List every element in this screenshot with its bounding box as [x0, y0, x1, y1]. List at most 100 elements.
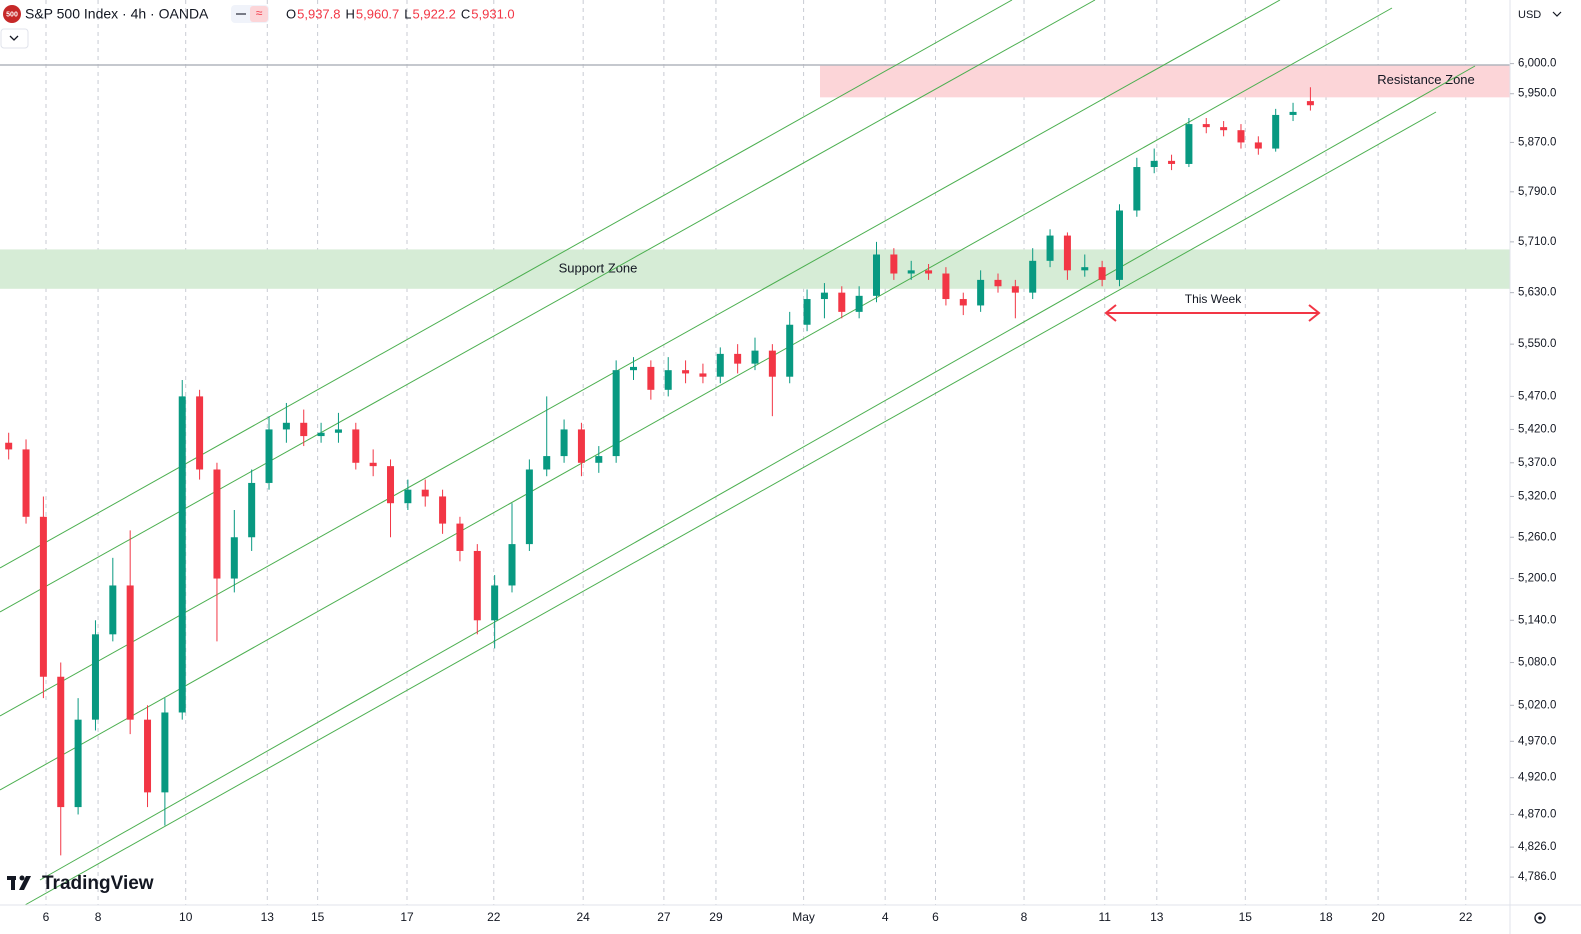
y-tick-label: 5,260.0	[1518, 531, 1556, 543]
x-tick-label: 22	[487, 910, 501, 924]
candle-body	[890, 254, 898, 274]
ohlc-key: H	[346, 6, 355, 21]
y-tick-label: 5,710.0	[1518, 236, 1556, 248]
grid	[45, 0, 1467, 905]
ohlc-value: 5,960.7	[356, 6, 399, 21]
y-tick-label: 5,200.0	[1518, 573, 1556, 585]
currency[interactable]: USD	[1518, 9, 1541, 21]
x-tick-label: 17	[400, 910, 414, 924]
candle-body	[1185, 124, 1193, 164]
ohlc-value: 5,931.0	[471, 6, 514, 21]
y-tick-label: 4,870.0	[1518, 808, 1556, 820]
candle-body	[300, 422, 308, 437]
y-tick-label: 4,826.0	[1518, 841, 1556, 853]
x-tick-label: 20	[1371, 910, 1385, 924]
candle-body	[57, 676, 65, 808]
ohlc-legend: O 5,937.8 H 5,960.7 L 5,922.2 C 5,931.0	[286, 6, 515, 21]
candle-body	[595, 456, 603, 463]
candle-body	[161, 712, 169, 793]
candle-body	[907, 270, 915, 274]
symbol-title: S&P 500 Index · 4h · OANDA	[25, 6, 209, 22]
candle-body	[543, 456, 551, 470]
candle-body	[751, 350, 759, 364]
zones: Support Zone Resistance Zone	[0, 65, 1510, 289]
icon	[1538, 916, 1542, 920]
candle-body	[196, 396, 204, 470]
candle-body	[508, 544, 516, 586]
candle-body	[421, 489, 429, 497]
settings-button[interactable]	[1534, 912, 1546, 924]
candle-body	[5, 442, 13, 450]
candle-body	[1306, 101, 1314, 106]
candle-body	[1220, 127, 1228, 131]
y-tick-label: 5,320.0	[1518, 490, 1556, 502]
candle-body	[925, 270, 933, 274]
y-tick-label: 5,630.0	[1518, 287, 1556, 299]
candle-body	[22, 449, 30, 517]
candle-body	[1029, 260, 1037, 293]
ohlc-key: L	[404, 6, 411, 21]
x-tick-label: 15	[1239, 910, 1253, 924]
candle-body	[838, 292, 846, 312]
candle-body	[630, 366, 638, 371]
candle-body	[334, 429, 342, 433]
annotation: This Week	[1185, 292, 1242, 306]
candle-body	[682, 370, 690, 374]
collapse-button[interactable]	[0, 28, 29, 49]
channel-line	[0, 7, 1393, 791]
candles	[5, 87, 1314, 856]
candle-body	[734, 353, 742, 364]
y-tick-label: 5,470.0	[1518, 390, 1556, 402]
zone-label: Resistance Zone	[1377, 72, 1475, 87]
candle-body	[820, 292, 828, 300]
channel-line	[0, 0, 1281, 717]
candle-body	[126, 585, 134, 720]
candle-body	[1202, 124, 1210, 128]
x-tick-label: 29	[709, 910, 723, 924]
candle-body	[317, 432, 325, 437]
candle-body	[525, 469, 533, 545]
candle-body	[439, 496, 447, 524]
candle-body	[491, 585, 499, 621]
candle-body	[1063, 235, 1071, 271]
icon	[250, 6, 268, 22]
y-tick-label: 4,920.0	[1518, 772, 1556, 784]
candle-body	[716, 353, 724, 377]
candle-body	[387, 466, 395, 504]
x-tick-label: 27	[657, 910, 671, 924]
candle-body	[248, 482, 256, 538]
candle-body	[1272, 114, 1280, 149]
candle-body	[369, 462, 377, 467]
axes: 6 8 10 13 15 17 22 24 27 29 May 4 6 8 11 13 15 18 20 22 6,00…	[43, 58, 1557, 925]
arrow-head	[1104, 304, 1117, 322]
icon	[1552, 11, 1562, 17]
candle-body	[74, 719, 82, 808]
candle-body	[664, 370, 672, 390]
candle-body	[1150, 160, 1158, 168]
candle-body	[1081, 267, 1089, 271]
candle-body	[1237, 130, 1245, 143]
candle-body	[178, 396, 186, 713]
zone	[820, 65, 1510, 98]
candle-body	[994, 279, 1002, 287]
candle-body	[1011, 286, 1019, 293]
x-tick-label: 13	[1150, 910, 1164, 924]
y-tick-label: 5,140.0	[1518, 614, 1556, 626]
candle-body	[560, 429, 568, 457]
x-tick-label: 18	[1319, 910, 1333, 924]
x-tick-label: 8	[1021, 910, 1028, 924]
y-tick-label: 5,020.0	[1518, 699, 1556, 711]
y-tick-label: 5,870.0	[1518, 136, 1556, 148]
candle-body	[265, 429, 273, 483]
candle-body	[647, 366, 655, 390]
candle-body	[1115, 210, 1123, 280]
x-tick-label: 6	[932, 910, 939, 924]
ohlc-key: O	[286, 6, 296, 21]
candle-body	[1168, 160, 1176, 164]
arrow-head	[1308, 304, 1321, 322]
candle-body	[456, 523, 464, 551]
zone-label: Support Zone	[559, 261, 638, 276]
y-tick-label: 5,550.0	[1518, 338, 1556, 350]
ohlc-key: C	[461, 6, 470, 21]
ohlc-value: 5,922.2	[413, 6, 456, 21]
